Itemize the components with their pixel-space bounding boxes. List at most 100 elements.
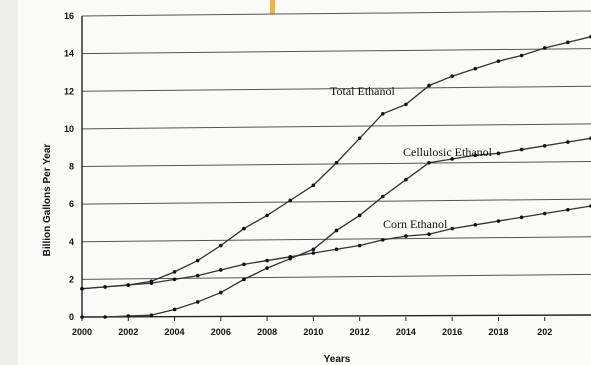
y-tick-label: 14 xyxy=(64,49,74,59)
chart-frame xyxy=(18,0,591,365)
series-line xyxy=(81,205,591,290)
data-point xyxy=(288,198,293,203)
data-point xyxy=(496,59,501,63)
data-point xyxy=(311,251,316,255)
data-point xyxy=(311,183,316,188)
data-point xyxy=(450,226,454,231)
y-tick-label: 16 xyxy=(64,11,74,21)
data-point xyxy=(334,160,339,165)
data-point xyxy=(542,144,547,148)
x-tick-label: 2016 xyxy=(442,327,462,337)
data-point xyxy=(357,243,362,248)
x-tick-label: 2010 xyxy=(303,327,323,337)
data-point xyxy=(149,281,154,285)
data-point xyxy=(172,270,177,274)
data-point xyxy=(566,140,570,144)
y-tick-label: 12 xyxy=(64,86,74,96)
data-point xyxy=(126,283,131,287)
data-point xyxy=(265,266,269,270)
data-point xyxy=(80,315,84,319)
axes xyxy=(81,16,591,321)
data-point xyxy=(219,243,223,248)
data-point xyxy=(427,160,431,165)
data-point xyxy=(519,215,524,220)
data-point xyxy=(450,157,454,161)
accent-marker xyxy=(270,0,275,14)
data-point xyxy=(473,223,478,227)
data-point xyxy=(195,300,200,304)
x-axis-line xyxy=(81,314,591,318)
data-point xyxy=(242,262,246,267)
x-tick-label: 2006 xyxy=(211,327,231,337)
data-point xyxy=(334,228,339,233)
y-tick-label: 4 xyxy=(69,237,74,247)
series-label: Cellulosic Ethanol xyxy=(403,145,493,159)
data-point xyxy=(380,238,385,242)
data-point xyxy=(427,232,431,237)
data-point xyxy=(473,153,478,158)
series-labels: Total Ethanol Cellulosic Ethanol Corn Etha… xyxy=(330,84,493,231)
y-tick-label: 8 xyxy=(69,162,74,172)
data-point xyxy=(265,258,269,263)
data-point xyxy=(380,194,385,199)
data-point xyxy=(103,285,107,289)
x-tick-label: 2014 xyxy=(396,327,416,337)
data-point xyxy=(496,219,501,223)
data-point xyxy=(311,247,316,252)
data-point xyxy=(80,286,84,291)
data-point xyxy=(496,151,501,156)
data-point xyxy=(219,268,223,272)
data-point xyxy=(288,254,293,259)
y-axis-title: Billion Gallons Per Year xyxy=(42,144,53,257)
y-tick-label: 2 xyxy=(69,274,74,284)
data-point xyxy=(519,147,524,152)
data-point xyxy=(219,290,223,295)
gridline xyxy=(81,10,591,17)
gridline xyxy=(81,236,591,243)
x-axis-title: Years xyxy=(324,354,351,365)
series-label: Corn Ethanol xyxy=(383,217,448,231)
data-point xyxy=(404,102,408,107)
x-tick-label: 2012 xyxy=(350,327,370,337)
data-point xyxy=(126,314,131,318)
data-point xyxy=(542,46,547,50)
y-tick-label: 6 xyxy=(69,199,74,209)
data-point xyxy=(195,273,200,278)
gridline xyxy=(81,198,591,205)
data-point xyxy=(172,277,177,282)
data-point xyxy=(334,247,339,252)
gridlines xyxy=(81,10,591,280)
gridline xyxy=(81,85,591,92)
data-point xyxy=(404,177,408,182)
x-tick-label: 2002 xyxy=(118,327,138,337)
data-point xyxy=(357,213,362,218)
x-tick-label: 2018 xyxy=(488,327,508,337)
x-tick-label: 2000 xyxy=(72,327,92,337)
data-point xyxy=(242,277,246,282)
series-lines xyxy=(80,34,591,319)
gridline xyxy=(81,273,591,280)
gridline xyxy=(81,123,591,130)
data-point xyxy=(427,83,431,88)
data-point xyxy=(566,40,570,45)
x-tick-label: 2008 xyxy=(257,327,277,337)
x-tick-label: 202 xyxy=(537,327,552,337)
data-point xyxy=(172,307,177,312)
data-point xyxy=(149,313,154,317)
data-point xyxy=(473,66,478,71)
data-point xyxy=(519,53,524,58)
x-tick-label: 2004 xyxy=(165,327,185,337)
series-label: Total Ethanol xyxy=(330,84,395,98)
data-point xyxy=(103,315,107,319)
data-point xyxy=(542,211,547,216)
data-point xyxy=(404,234,408,238)
data-point xyxy=(265,213,269,218)
tick-labels: 0 2 4 6 8 10 12 14 16 2000 2002 2004 2006 2008 2010 201… xyxy=(64,11,552,337)
data-point xyxy=(357,136,362,141)
series-line xyxy=(82,137,591,318)
data-point xyxy=(195,258,200,263)
y-tick-label: 0 xyxy=(69,312,74,322)
data-point xyxy=(380,112,385,116)
data-point xyxy=(242,226,246,231)
